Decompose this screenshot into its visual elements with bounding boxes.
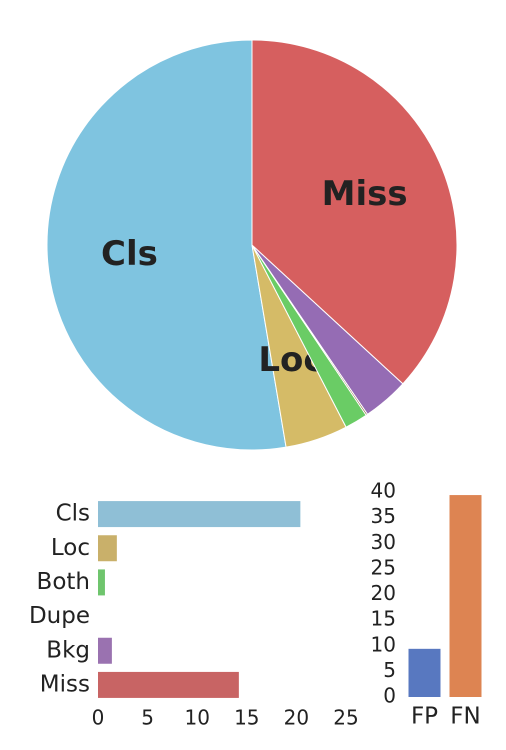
x-tick-label: 15 — [234, 706, 259, 730]
y-tick-label: 40 — [371, 479, 396, 503]
y-tick-label: 5 — [383, 658, 396, 682]
y-tick-label: Cls — [56, 501, 90, 527]
x-tick-label: 0 — [92, 706, 105, 730]
x-tick-label: 20 — [284, 706, 309, 730]
y-tick-label: Miss — [40, 671, 90, 697]
bar — [98, 671, 239, 698]
pie-slice — [251, 39, 458, 385]
bar — [98, 535, 117, 562]
y-tick-label: 30 — [371, 530, 396, 554]
y-tick-label: 15 — [371, 607, 396, 631]
pie-slice — [46, 39, 287, 451]
bar — [449, 495, 482, 697]
bar — [98, 637, 112, 664]
x-tick-label: FP — [411, 704, 438, 730]
y-tick-label: 0 — [383, 684, 396, 708]
bar — [98, 569, 105, 596]
pie-label: Miss — [322, 174, 408, 214]
bar — [98, 501, 301, 528]
y-tick-label: Dupe — [29, 603, 90, 629]
x-tick-label: 10 — [184, 706, 209, 730]
y-tick-label: Bkg — [46, 637, 90, 663]
y-tick-label: 20 — [371, 581, 396, 605]
y-tick-label: 35 — [371, 504, 396, 528]
x-tick-label: 25 — [333, 706, 358, 730]
x-tick-label: 5 — [141, 706, 154, 730]
y-tick-label: Both — [37, 569, 90, 595]
y-tick-label: Loc — [51, 535, 90, 561]
pie-label: Cls — [101, 234, 158, 274]
y-tick-label: 10 — [371, 632, 396, 656]
x-tick-label: FN — [450, 704, 480, 730]
bar — [408, 648, 441, 697]
y-tick-label: 25 — [371, 555, 396, 579]
